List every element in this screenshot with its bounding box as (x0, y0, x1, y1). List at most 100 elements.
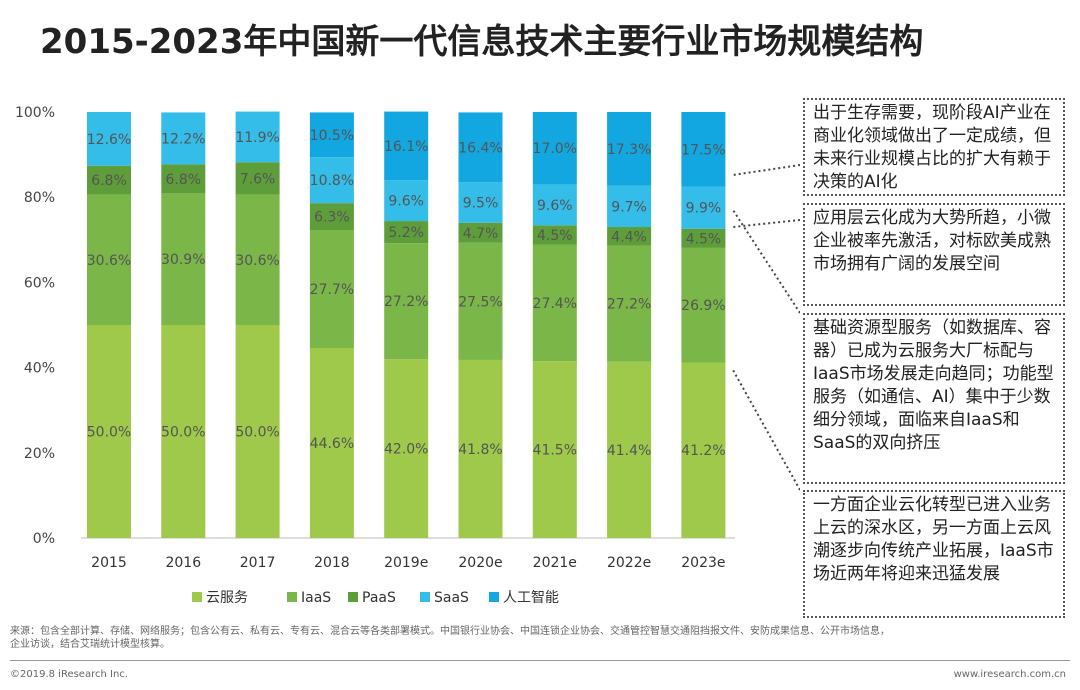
bar-segment (235, 162, 280, 195)
bar-segment (681, 228, 726, 248)
data-label: 6.8% (166, 172, 202, 188)
data-label: 50.0% (87, 425, 131, 441)
data-label: 10.5% (310, 128, 354, 144)
data-label: 9.9% (686, 201, 722, 217)
bar-segment (458, 222, 503, 243)
bar-segment (458, 112, 503, 183)
stacked-bar-chart: 0% 20% 40% 60% 80% 100% 50.0% 30.6% 6.8% 12.6% 201… (15, 105, 800, 606)
bar-segment (607, 112, 652, 186)
x-tick-label: 2021e (533, 555, 577, 571)
bar-segment (384, 221, 429, 244)
x-tick-label: 2020e (458, 555, 502, 571)
data-label: 11.9% (235, 130, 279, 146)
bar-segment (681, 362, 726, 538)
bar-segment (309, 112, 354, 158)
bar-segment (87, 325, 131, 538)
legend-label: 云服务 (206, 590, 248, 606)
bar-segment (384, 243, 429, 360)
x-tick-label: 2015 (91, 555, 127, 571)
data-label: 4.5% (686, 231, 722, 247)
footer-copyright: ©2019.8 iResearch Inc. (10, 669, 128, 680)
annotation-leader-line (732, 209, 800, 314)
data-label: 16.4% (458, 140, 502, 156)
x-tick-label: 2018 (314, 555, 350, 571)
data-label: 12.6% (87, 132, 131, 148)
annotation-leader-line (732, 369, 800, 491)
data-label: 6.3% (314, 210, 350, 226)
x-tick-label: 2019e (384, 555, 428, 571)
bar-segment (87, 165, 131, 195)
data-label: 50.0% (161, 425, 205, 441)
data-label: 9.7% (611, 199, 647, 215)
bar-segment (161, 325, 206, 538)
bar-segment (681, 186, 726, 229)
bar-segment (87, 112, 131, 166)
y-tick-label: 60% (24, 275, 55, 291)
data-label: 27.2% (607, 297, 651, 313)
bar-segment (532, 361, 577, 538)
bar-segment (309, 203, 354, 231)
legend-label: IaaS (301, 590, 331, 606)
data-label: 4.7% (463, 226, 499, 242)
bar-segment (532, 244, 577, 362)
legend-swatch (287, 592, 297, 602)
bar-segment (309, 230, 354, 349)
data-label: 6.8% (91, 173, 127, 189)
data-label: 7.6% (240, 171, 276, 187)
legend-swatch (420, 592, 430, 602)
data-label: 27.4% (533, 296, 577, 312)
data-label: 30.9% (161, 252, 205, 268)
bar-segment (458, 359, 503, 538)
bar-segment (458, 242, 503, 360)
data-label: 17.3% (607, 142, 651, 158)
x-tick-label: 2022e (607, 555, 651, 571)
bar-segment (161, 112, 206, 165)
legend-label: SaaS (434, 590, 469, 606)
footer-source: 来源：包含全部计算、存储、网络服务；包含公有云、私有云、专有云、混合云等各类部署… (10, 626, 890, 650)
data-label: 17.5% (681, 142, 725, 158)
x-tick-label: 2016 (165, 555, 201, 571)
chart-title: 2015-2023年中国新一代信息技术主要行业市场规模结构 (40, 22, 924, 62)
x-tick-label: 2017 (240, 555, 276, 571)
bar-segment (235, 325, 280, 538)
bar-segment (384, 180, 429, 222)
data-label: 26.9% (681, 298, 725, 314)
data-label: 9.6% (537, 198, 573, 214)
y-tick-label: 20% (24, 446, 55, 462)
footer-divider (10, 660, 1070, 661)
data-label: 4.5% (537, 228, 573, 244)
data-label: 42.0% (384, 442, 428, 458)
y-tick-label: 0% (33, 531, 55, 547)
bar-segment (532, 225, 577, 245)
data-label: 30.6% (235, 253, 279, 269)
bar-segment (532, 184, 577, 226)
y-tick-label: 80% (24, 190, 55, 206)
y-tick-label: 40% (24, 361, 55, 377)
data-label: 30.6% (87, 253, 131, 269)
data-label: 41.4% (607, 443, 651, 459)
bar-segment (309, 348, 354, 538)
legend-swatch (489, 592, 499, 602)
bar-segment (161, 164, 206, 194)
data-label: 27.2% (384, 294, 428, 310)
bar-segment (235, 194, 280, 325)
bar-segment (681, 112, 726, 187)
data-label: 41.8% (458, 442, 502, 458)
bar-segment (87, 194, 131, 325)
annotation-ai: 出于生存需要，现阶段AI产业在商业化领域做出了一定成绩，但未来行业规模占比的扩大… (803, 98, 1065, 196)
bar-segment (384, 359, 429, 538)
annotation-paas: 基础资源型服务（如数据库、容器）已成为云服务大厂标配与IaaS市场发展走向趋同；… (803, 313, 1065, 484)
data-label: 4.4% (611, 229, 647, 245)
data-label: 9.6% (388, 194, 424, 210)
y-tick-label: 100% (15, 105, 55, 121)
bar-segment (532, 112, 577, 185)
legend-label: PaaS (362, 590, 396, 606)
legend-label: 人工智能 (503, 590, 559, 606)
data-label: 10.8% (310, 173, 354, 189)
annotation-leader-line (732, 219, 800, 228)
annotation-leader-line (732, 164, 800, 176)
data-label: 17.0% (533, 141, 577, 157)
data-label: 9.5% (463, 196, 499, 212)
data-label: 41.5% (533, 443, 577, 459)
footer-website: www.iresearch.com.cn (953, 669, 1066, 680)
